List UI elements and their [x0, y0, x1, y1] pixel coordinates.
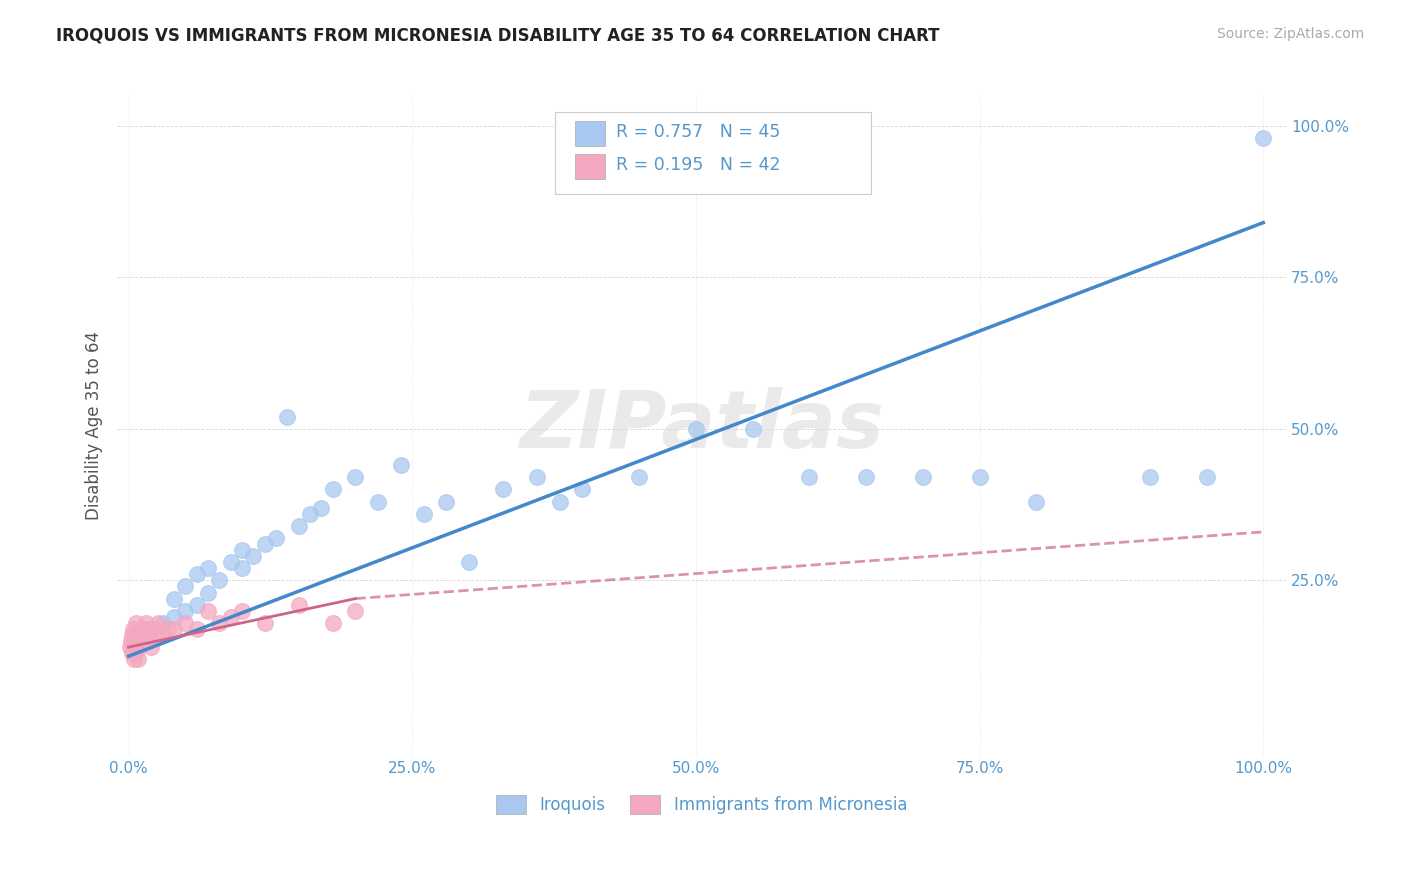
- Text: Source: ZipAtlas.com: Source: ZipAtlas.com: [1216, 27, 1364, 41]
- Point: [142, 622, 165, 636]
- Point: [628, 470, 651, 484]
- Point: [197, 604, 219, 618]
- Point: [389, 458, 412, 473]
- Point: [122, 652, 145, 666]
- Point: [186, 622, 208, 636]
- Point: [799, 470, 821, 484]
- Point: [311, 500, 333, 515]
- Point: [548, 494, 571, 508]
- Point: [141, 640, 163, 654]
- Point: [118, 640, 141, 654]
- Point: [128, 640, 150, 654]
- Point: [911, 470, 934, 484]
- Point: [242, 549, 264, 563]
- Point: [135, 615, 157, 630]
- Point: [253, 537, 276, 551]
- Point: [122, 640, 145, 654]
- Point: [322, 615, 344, 630]
- Text: ZIPatlas: ZIPatlas: [519, 387, 884, 465]
- Point: [125, 640, 148, 654]
- Legend: Iroquois, Immigrants from Micronesia: Iroquois, Immigrants from Micronesia: [489, 788, 914, 821]
- Point: [174, 615, 197, 630]
- Point: [134, 628, 156, 642]
- Point: [492, 483, 515, 497]
- Point: [322, 483, 344, 497]
- Point: [127, 652, 149, 666]
- Point: [231, 604, 253, 618]
- Point: [174, 604, 197, 618]
- Point: [163, 609, 186, 624]
- Point: [458, 555, 481, 569]
- Point: [121, 646, 143, 660]
- Point: [526, 470, 548, 484]
- Point: [197, 561, 219, 575]
- Point: [122, 640, 145, 654]
- Point: [685, 422, 707, 436]
- Point: [231, 561, 253, 575]
- Point: [163, 622, 186, 636]
- Point: [253, 615, 276, 630]
- Point: [125, 615, 148, 630]
- Point: [197, 585, 219, 599]
- Point: [1025, 494, 1047, 508]
- Point: [571, 483, 593, 497]
- Text: R = 0.195   N = 42: R = 0.195 N = 42: [616, 156, 780, 174]
- Point: [287, 518, 309, 533]
- Point: [219, 555, 242, 569]
- Point: [131, 634, 153, 648]
- Text: R = 0.757   N = 45: R = 0.757 N = 45: [616, 123, 780, 141]
- Point: [969, 470, 991, 484]
- Point: [138, 628, 160, 642]
- Point: [163, 591, 186, 606]
- Point: [344, 604, 367, 618]
- Point: [219, 609, 242, 624]
- Point: [186, 598, 208, 612]
- Point: [855, 470, 877, 484]
- Point: [127, 628, 149, 642]
- Y-axis label: Disability Age 35 to 64: Disability Age 35 to 64: [86, 331, 103, 520]
- Point: [128, 622, 150, 636]
- Point: [208, 574, 231, 588]
- Point: [128, 634, 150, 648]
- Point: [136, 622, 159, 636]
- Point: [174, 579, 197, 593]
- Point: [157, 622, 180, 636]
- Point: [146, 615, 169, 630]
- Point: [122, 622, 145, 636]
- Point: [299, 507, 322, 521]
- Point: [152, 615, 174, 630]
- Point: [231, 543, 253, 558]
- Point: [135, 634, 157, 648]
- Text: IROQUOIS VS IMMIGRANTS FROM MICRONESIA DISABILITY AGE 35 TO 64 CORRELATION CHART: IROQUOIS VS IMMIGRANTS FROM MICRONESIA D…: [56, 27, 939, 45]
- Point: [1251, 130, 1274, 145]
- Point: [287, 598, 309, 612]
- Point: [276, 409, 298, 424]
- Point: [122, 634, 145, 648]
- Point: [128, 628, 150, 642]
- Point: [124, 646, 146, 660]
- Point: [412, 507, 434, 521]
- Point: [129, 628, 152, 642]
- Point: [264, 531, 287, 545]
- FancyBboxPatch shape: [575, 154, 605, 179]
- Point: [132, 622, 155, 636]
- Point: [741, 422, 763, 436]
- Point: [1139, 470, 1161, 484]
- Point: [124, 628, 146, 642]
- Point: [344, 470, 367, 484]
- Point: [208, 615, 231, 630]
- FancyBboxPatch shape: [555, 112, 872, 194]
- Point: [152, 628, 174, 642]
- Point: [121, 628, 143, 642]
- Point: [145, 628, 167, 642]
- Point: [1195, 470, 1218, 484]
- FancyBboxPatch shape: [575, 121, 605, 146]
- Point: [434, 494, 457, 508]
- Point: [141, 622, 163, 636]
- Point: [186, 567, 208, 582]
- Point: [367, 494, 389, 508]
- Point: [120, 634, 142, 648]
